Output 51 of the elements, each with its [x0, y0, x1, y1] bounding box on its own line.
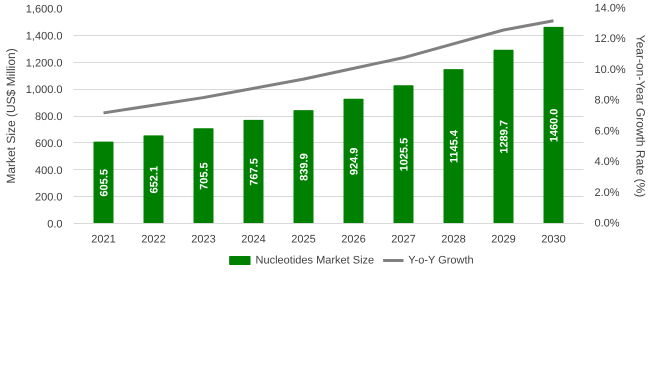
data-label: 1289.7 — [498, 120, 510, 154]
x-tick-label: 2028 — [441, 234, 466, 246]
y2-tick-label: 10.0% — [594, 64, 626, 76]
y-tick-label: 200.0 — [34, 192, 63, 204]
x-tick-label: 2025 — [291, 234, 316, 246]
y2-tick-label: 12.0% — [594, 33, 626, 46]
bar — [244, 120, 264, 224]
data-label: 705.5 — [198, 162, 210, 190]
bar — [394, 85, 414, 224]
x-tick-label: 2022 — [141, 234, 166, 246]
y2-tick-label: 6.0% — [594, 125, 620, 138]
bar — [344, 98, 364, 224]
x-tick-label: 2024 — [241, 234, 266, 246]
x-tick-label: 2026 — [341, 234, 366, 246]
y2-tick-label: 2.0% — [594, 186, 620, 199]
x-tick-label: 2027 — [391, 234, 416, 246]
data-label: 652.1 — [148, 166, 160, 194]
y2-tick-label: 14.0% — [594, 2, 626, 14]
y-axis-title: Market Size (US$ Million) — [4, 48, 18, 184]
legend-label: Y-o-Y Growth — [408, 254, 474, 266]
y2-tick-label: 8.0% — [594, 94, 620, 107]
y2-axis-title: Year-on-Year Growth Rate (%) — [634, 34, 648, 198]
bar — [144, 135, 164, 224]
y2-tick-label: 4.0% — [594, 156, 620, 168]
bar — [494, 50, 514, 224]
y-tick-label: 1,600.0 — [26, 4, 62, 16]
data-label: 605.5 — [98, 169, 110, 197]
legend-label: Nucleotides Market Size — [256, 254, 374, 266]
data-label: 1460.0 — [548, 108, 560, 142]
bar — [294, 110, 314, 224]
data-label: 924.9 — [348, 148, 360, 176]
x-tick-label: 2021 — [91, 234, 116, 246]
y-tick-label: 600.0 — [34, 138, 63, 150]
bar — [194, 128, 214, 224]
y-tick-label: 800.0 — [34, 111, 63, 123]
data-label: 767.5 — [248, 158, 260, 186]
x-tick-label: 2029 — [491, 234, 516, 246]
x-tick-label: 2023 — [191, 234, 216, 246]
bar — [94, 142, 114, 224]
x-tick-label: 2030 — [541, 234, 566, 246]
y2-tick-label: 0.0% — [594, 218, 620, 230]
y-tick-label: 0.0 — [47, 218, 63, 230]
data-label: 1145.4 — [448, 129, 460, 164]
y-tick-label: 1,400.0 — [26, 30, 62, 42]
bar — [544, 26, 564, 224]
data-label: 1025.5 — [398, 138, 410, 172]
y-tick-label: 1,200.0 — [26, 57, 62, 70]
y-tick-label: 400.0 — [34, 164, 63, 177]
y-tick-label: 1,000.0 — [26, 84, 62, 96]
bar — [444, 69, 464, 224]
data-label: 839.9 — [298, 153, 310, 181]
